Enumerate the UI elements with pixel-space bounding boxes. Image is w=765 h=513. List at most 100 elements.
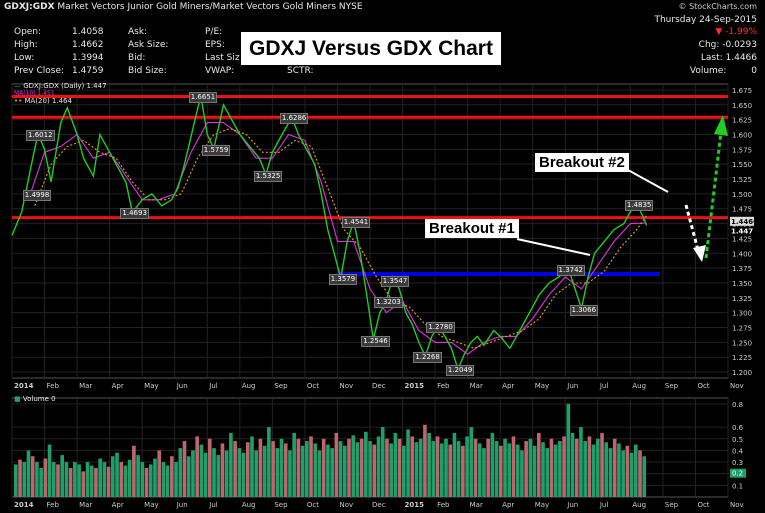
- volume-bar: [473, 438, 478, 497]
- quote-label-low: Low:: [14, 53, 35, 63]
- y-tick-label: 1.225: [732, 354, 752, 362]
- volume-bar: [258, 438, 263, 497]
- volume-bar: [562, 436, 566, 497]
- volume-bar: [64, 462, 69, 497]
- volume-bar: [283, 443, 288, 497]
- volume-bar: [515, 444, 520, 497]
- y-tick-label: 1.525: [732, 176, 752, 184]
- volume-bar: [148, 464, 153, 497]
- volume-bar: [608, 448, 613, 497]
- volume-bar: [132, 445, 136, 497]
- volume-bar: [279, 438, 284, 497]
- volume-bar: [98, 458, 102, 497]
- x-tick-label-volume: Jul: [208, 501, 218, 509]
- volume-bar: [111, 456, 115, 497]
- volume-bar: [68, 467, 73, 497]
- volume-bar: [461, 445, 465, 497]
- volume-bar: [452, 432, 457, 497]
- quote-label-sctr: SCTR:: [287, 66, 314, 76]
- volume-readout-value: 0: [751, 66, 757, 76]
- grid: [11, 83, 729, 498]
- value-label: 1.3066: [569, 304, 599, 316]
- volume-y-tick-label: 0.4: [732, 447, 744, 455]
- volume-bar: [507, 443, 512, 497]
- quote-label-vwap: VWAP:: [205, 66, 235, 76]
- volume-bar: [553, 444, 558, 497]
- volume-bar: [144, 467, 149, 497]
- legend-main-label: GDXJ:GDX (Daily) 1.447: [23, 82, 107, 90]
- volume-bar: [212, 448, 216, 497]
- volume-bar: [574, 438, 579, 497]
- y-tick-label: 1.300: [732, 310, 752, 318]
- x-tick-label: Oct: [307, 382, 319, 390]
- volume-bar: [355, 442, 360, 497]
- volume-bar: [182, 441, 187, 497]
- volume-bar: [292, 432, 296, 497]
- legend-main-swatch: —: [14, 82, 21, 90]
- y-tick-label: 1.400: [732, 250, 752, 258]
- volume-bar: [338, 441, 343, 497]
- x-tick-label-volume: Jul: [599, 501, 609, 509]
- y-tick-label: 1.350: [732, 280, 752, 288]
- volume-bar: [199, 444, 204, 497]
- volume-bar: [39, 467, 43, 497]
- x-tick-label-volume: 2014: [14, 501, 34, 509]
- change-value: Chg: -0.0293: [698, 40, 757, 50]
- volume-bar: [469, 427, 474, 497]
- volume-bar: [275, 448, 280, 497]
- y-tick-label: 1.600: [732, 131, 752, 139]
- legend-ma20: •• MA(20) 1.464: [14, 97, 72, 105]
- volume-bar: [633, 444, 638, 497]
- y-tick-label: 1.275: [732, 325, 752, 333]
- projection-arrow-up: [704, 131, 723, 259]
- change-percent-value: -1.99%: [725, 27, 757, 37]
- volume-bar: [60, 455, 65, 497]
- y-tick-label: 1.650: [732, 102, 752, 110]
- x-tick-label-volume: May: [535, 501, 549, 509]
- breakout2-pointer: [627, 169, 669, 193]
- quote-label-open: Open:: [14, 27, 42, 37]
- volume-current-box: [730, 468, 746, 478]
- projection-arrow-up-head: [714, 115, 728, 136]
- x-tick-label: 2014: [14, 382, 34, 390]
- volume-y-tick-label: 0.8: [732, 401, 743, 409]
- axes: 2014 2014 Feb Feb Mar Mar Apr Apr May May Jun Jun Ju…: [14, 87, 758, 509]
- volume-bar: [330, 448, 334, 497]
- volume-bar: [26, 450, 31, 497]
- exchange: NYSE: [338, 2, 363, 12]
- volume-bar: [376, 436, 381, 497]
- volume-bar: [545, 448, 550, 497]
- volume-bar: [351, 435, 356, 497]
- series-layer: [11, 95, 669, 372]
- quote-label-high: High:: [14, 40, 38, 50]
- quote-value-low: 1.3994: [72, 53, 104, 63]
- legend-volume-label: Volume 0: [22, 395, 56, 403]
- volume-bar: [35, 462, 39, 497]
- volume-bar: [621, 450, 625, 497]
- volume-bar: [317, 450, 322, 497]
- annotation-breakout-1: Breakout #1: [425, 219, 519, 238]
- quote-label-pe: P/E:: [205, 27, 223, 37]
- volume-readout-label: Volume:: [689, 66, 727, 76]
- value-label: 1.3579: [328, 274, 358, 286]
- volume-bar: [157, 450, 162, 497]
- x-tick-label-volume: Aug: [632, 501, 646, 509]
- volume-bar: [503, 438, 507, 497]
- x-tick-label-volume: Apr: [112, 501, 124, 509]
- volume-bar: [51, 462, 56, 497]
- x-tick-label: 2015: [405, 382, 425, 390]
- volume-bar: [528, 438, 533, 497]
- volume-bar: [372, 444, 377, 497]
- value-label: 1.2546: [361, 335, 390, 347]
- volume-bar: [254, 450, 259, 497]
- value-label: 1.6012: [26, 129, 55, 141]
- y-tick-label: 1.550: [732, 161, 752, 169]
- legend-ma20-label: MA(20) 1.464: [24, 97, 72, 105]
- volume-bar: [532, 445, 537, 497]
- volume-bar: [499, 445, 503, 497]
- volume-bar: [288, 450, 292, 497]
- volume-y-tick-label: 0.1: [732, 482, 743, 490]
- volume-bar: [224, 450, 229, 497]
- volume-bar: [153, 458, 157, 497]
